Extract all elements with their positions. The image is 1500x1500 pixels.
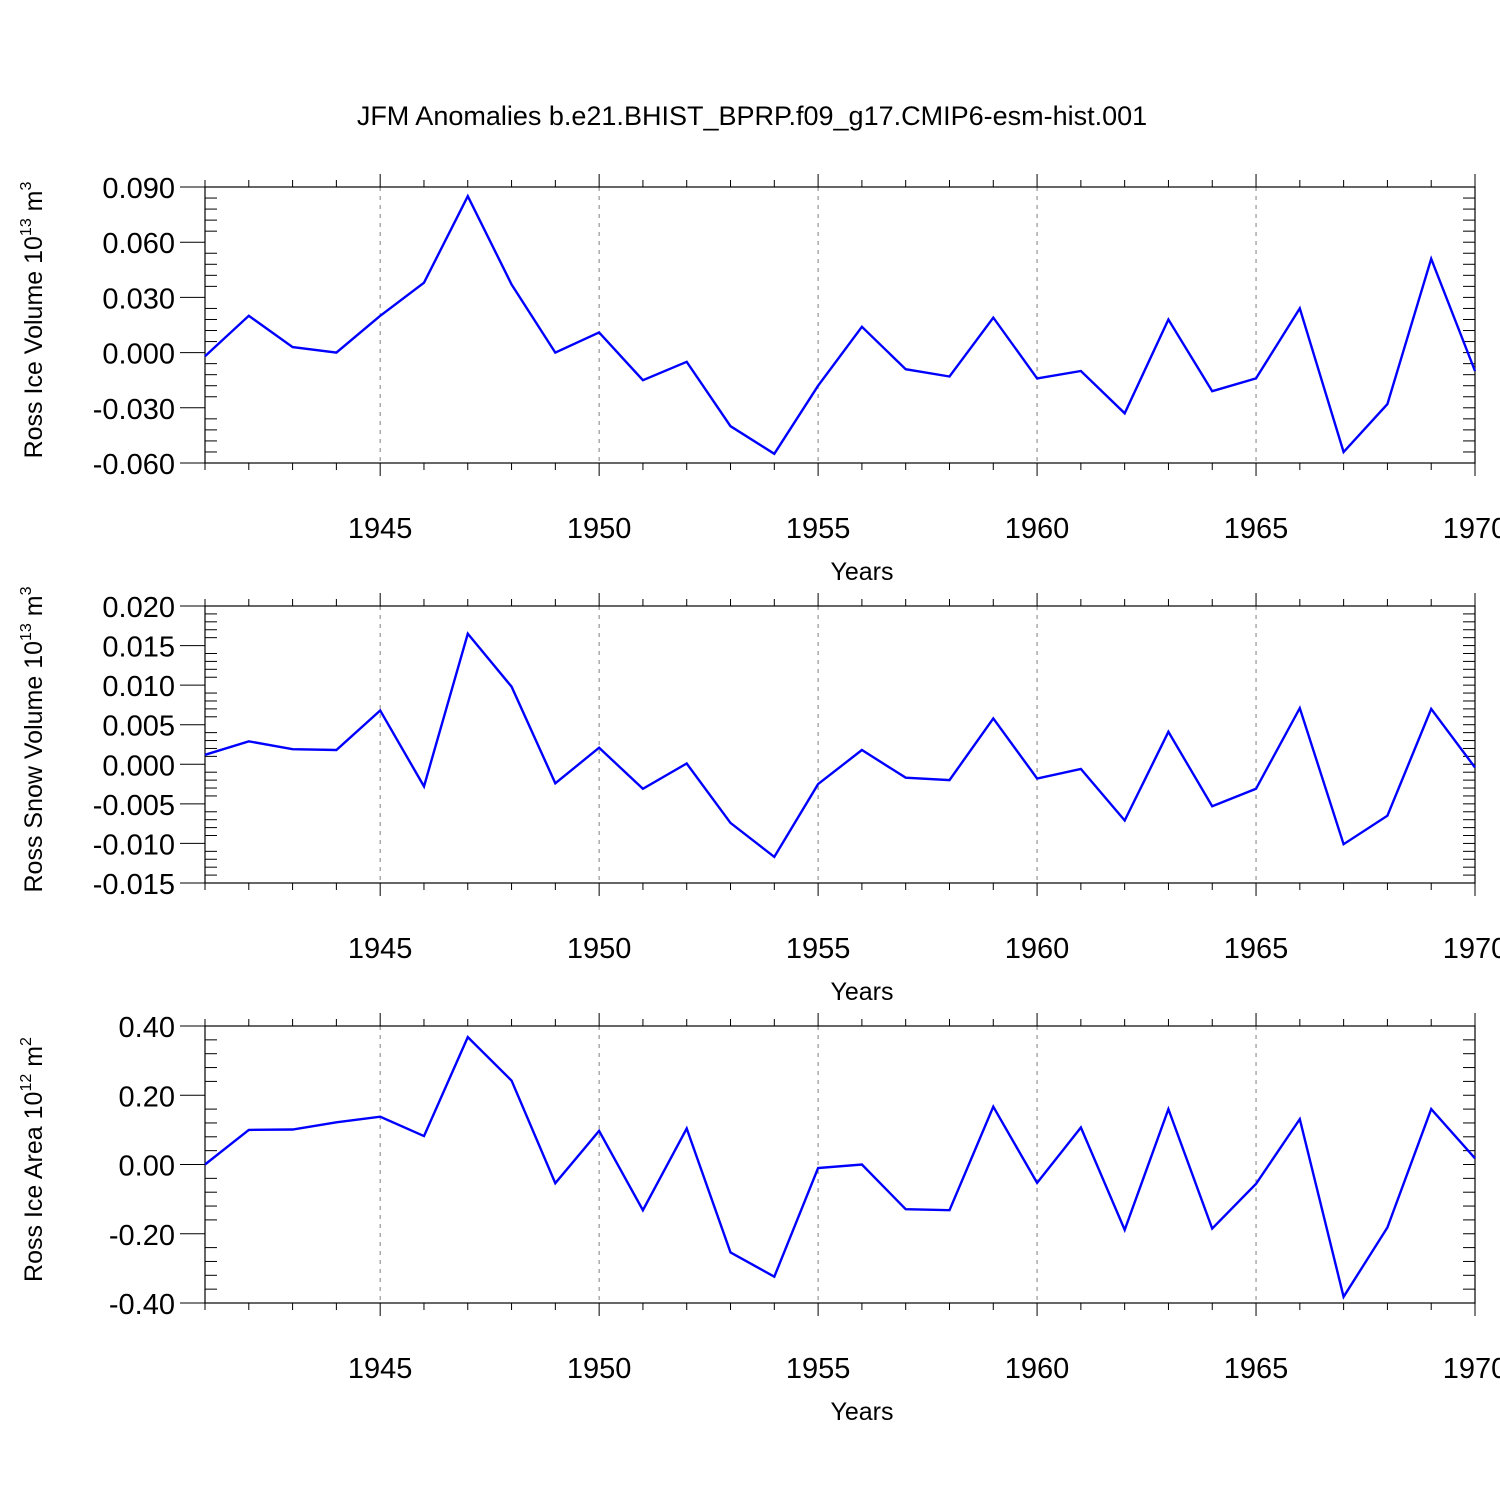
y-axis-label: Ross Ice Volume 1013 m3 [18,181,48,458]
y-tick-label: -0.030 [93,394,175,426]
x-tick-label: 1965 [1224,513,1289,545]
y-tick-label: 0.000 [102,339,175,371]
x-tick-label: 1945 [348,1353,413,1385]
y-tick-label: 0.030 [102,283,175,315]
y-tick-label: 0.020 [102,592,175,624]
x-tick-label: 1970 [1443,933,1500,965]
x-tick-label: 1970 [1443,1353,1500,1385]
panel-3: 1945 1950 1955 1960 1965 1970 Years -0.40 -0.20 0… [18,1012,1500,1426]
panel-2: 1945 1950 1955 1960 1965 1970 Years -0.015 -0.01… [18,586,1500,1006]
y-axis-label: Ross Ice Area 1012 m2 [18,1037,48,1282]
y-tick-label: 0.00 [119,1151,175,1183]
y-tick-label: 0.40 [119,1012,175,1044]
x-tick-label: 1955 [786,1353,851,1385]
series-line-1 [204,1035,1476,1300]
x-tick-label: 1960 [1005,513,1070,545]
x-axis-label: Years [830,558,893,586]
y-tick-label: 0.000 [102,750,175,782]
y-tick-label: -0.40 [109,1289,175,1321]
x-tick-label: 1955 [786,513,851,545]
x-tick-label: 1965 [1224,1353,1289,1385]
x-tick-label: 1970 [1443,513,1500,545]
y-tick-label: -0.060 [93,449,175,481]
x-tick-label: 1960 [1005,933,1070,965]
series-line-1 [204,631,1476,859]
y-tick-label: 0.010 [102,671,175,703]
y-tick-label: 0.015 [102,632,175,664]
y-tick-label: 0.20 [119,1081,175,1113]
x-axis-label: Years [830,978,893,1006]
y-tick-label: 0.060 [102,228,175,260]
x-tick-label: 1955 [786,933,851,965]
y-tick-label: -0.20 [109,1220,175,1252]
y-tick-label: 0.005 [102,711,175,743]
series-line-1 [204,193,1477,456]
y-tick-label: 0.090 [102,173,175,205]
y-axis-label: Ross Snow Volume 1013 m3 [18,586,48,892]
x-tick-label: 1950 [567,933,632,965]
y-tick-label: -0.010 [93,829,175,861]
x-tick-label: 1950 [567,513,632,545]
panels: 1945 1950 1955 1960 1965 1970 Years -0.060 -0.03… [18,173,1500,1426]
x-tick-label: 1945 [348,933,413,965]
x-tick-label: 1960 [1005,1353,1070,1385]
x-tick-label: 1950 [567,1353,632,1385]
plot-frame [204,605,1476,884]
plot-frame [204,186,1476,464]
x-axis-label: Years [830,1398,893,1426]
x-tick-label: 1965 [1224,933,1289,965]
chart-title: JFM Anomalies b.e21.BHIST_BPRP.f09_g17.C… [357,101,1147,131]
y-tick-label: -0.015 [93,869,175,901]
x-tick-label: 1945 [348,513,413,545]
panel-1: 1945 1950 1955 1960 1965 1970 Years -0.060 -0.03… [18,173,1500,586]
y-tick-label: -0.005 [93,790,175,822]
